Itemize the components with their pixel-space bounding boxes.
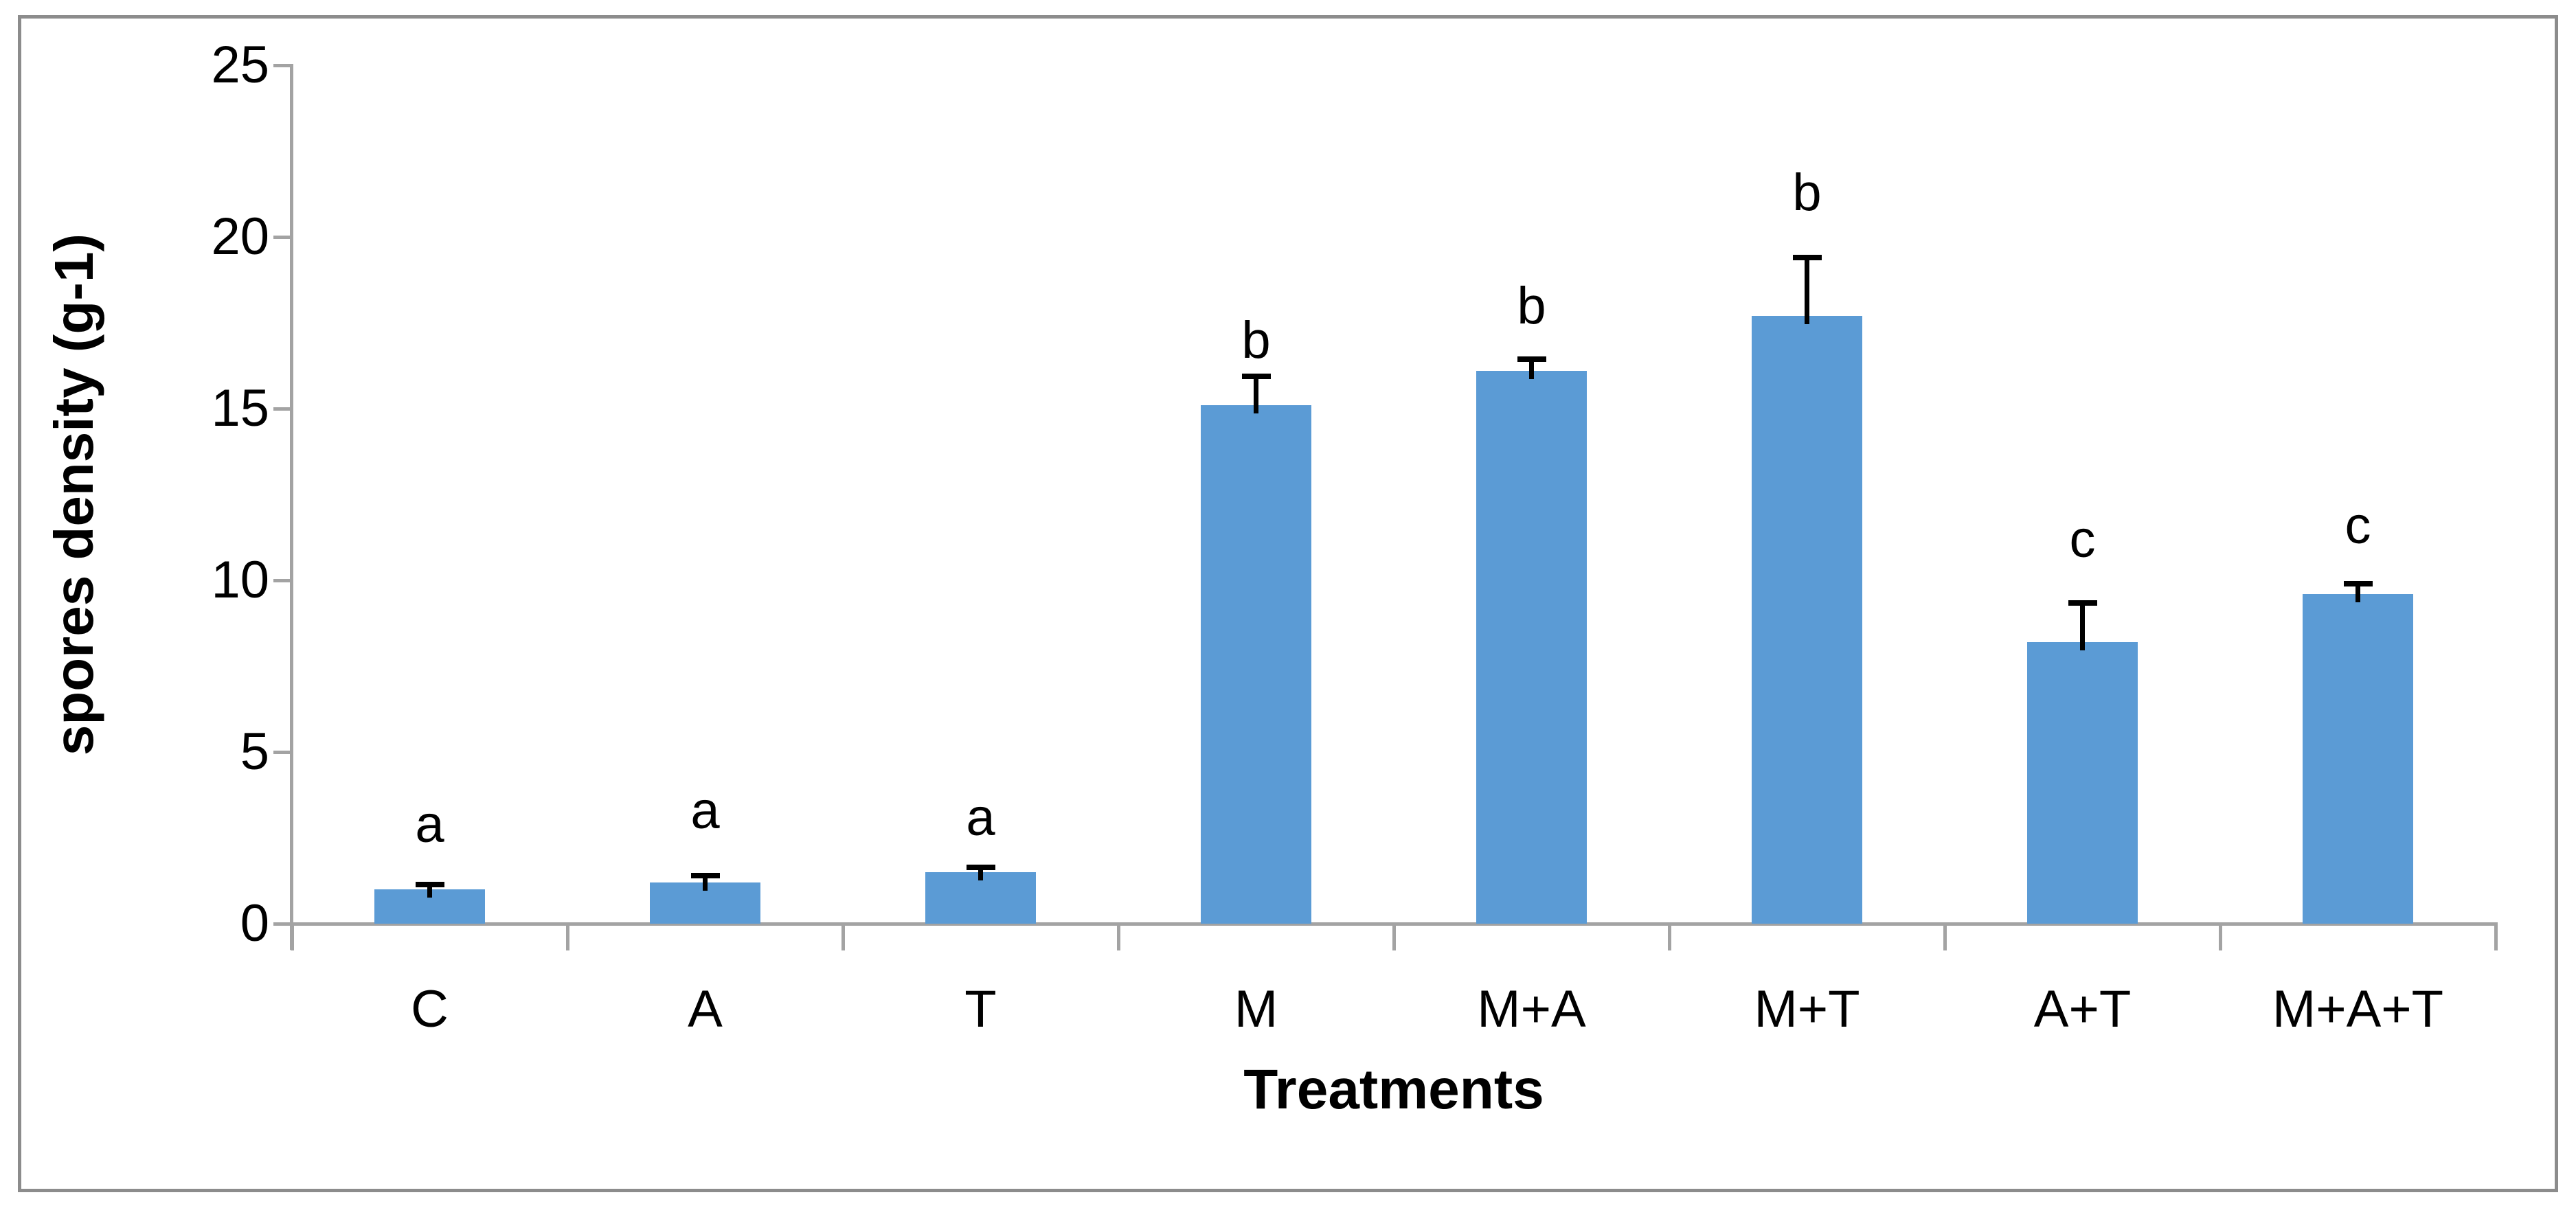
y-tick-label: 5 [240,722,269,781]
x-tick-mark [1392,926,1396,950]
x-axis-title: Treatments [1243,1058,1544,1121]
x-tick-mark [841,926,845,950]
error-bar-cap-C [415,881,444,887]
x-tick-mark [566,926,569,950]
x-tick-mark [2494,926,2498,950]
x-category-label-A: A [688,980,723,1038]
x-axis-line [273,922,2498,926]
y-tick-mark [273,64,292,67]
y-tick-mark [273,922,292,926]
error-bar-cap-A+T [2068,600,2097,606]
y-tick-label: 20 [211,207,269,266]
x-tick-mark [1668,926,1671,950]
sig-letter-T: a [966,788,995,847]
bar-A+T [2027,642,2138,924]
error-bar-line-T [978,867,983,880]
error-bar-line-M+A+T [2355,584,2360,602]
x-category-label-M: M [1234,980,1278,1038]
bar-M+A+T [2303,594,2413,924]
error-bar-cap-M [1241,373,1271,379]
error-bar-line-M+T [1805,258,1809,324]
y-tick-mark [273,407,292,411]
y-tick-label: 10 [211,551,269,609]
x-tick-mark [2219,926,2222,950]
sig-letter-C: a [415,795,444,854]
y-tick-mark [273,751,292,754]
error-bar-cap-T [966,864,995,870]
error-bar-line-A [703,876,708,891]
error-bar-cap-A [690,873,720,878]
x-category-label-A+T: A+T [2033,980,2132,1038]
bar-M+T [1752,316,1862,924]
y-tick-label: 15 [211,379,269,437]
x-category-label-M+T: M+T [1754,980,1860,1038]
error-bar-line-A+T [2080,602,2085,650]
y-tick-mark [273,579,292,582]
error-bar-line-M+A [1529,358,1534,379]
error-bar-line-M [1254,376,1258,413]
error-bar-line-C [427,884,432,898]
y-tick-label: 25 [211,36,269,94]
x-category-label-C: C [411,980,449,1038]
y-tick-mark [273,236,292,239]
error-bar-cap-M+A [1517,356,1546,362]
bar-M [1201,405,1311,924]
error-bar-cap-M+A+T [2343,581,2373,586]
sig-letter-M+A: b [1517,277,1546,335]
y-axis-title: spores density (g-1) [43,233,104,756]
sig-letter-M+T: b [1792,163,1822,222]
x-tick-mark [1943,926,1947,950]
y-axis-line [290,64,293,950]
x-tick-mark [1117,926,1120,950]
sig-letter-A+T: c [2069,510,2096,569]
bar-T [925,872,1036,924]
x-category-label-T: T [964,980,997,1038]
bar-M+A [1476,371,1587,924]
sig-letter-M+A+T: c [2345,497,2371,555]
sig-letter-M: b [1241,311,1271,369]
x-category-label-M+A+T: M+A+T [2272,980,2444,1038]
x-tick-mark [291,926,294,950]
error-bar-cap-M+T [1792,255,1822,260]
sig-letter-A: a [690,782,720,840]
x-category-label-M+A: M+A [1477,980,1586,1038]
y-tick-label: 0 [240,894,269,953]
